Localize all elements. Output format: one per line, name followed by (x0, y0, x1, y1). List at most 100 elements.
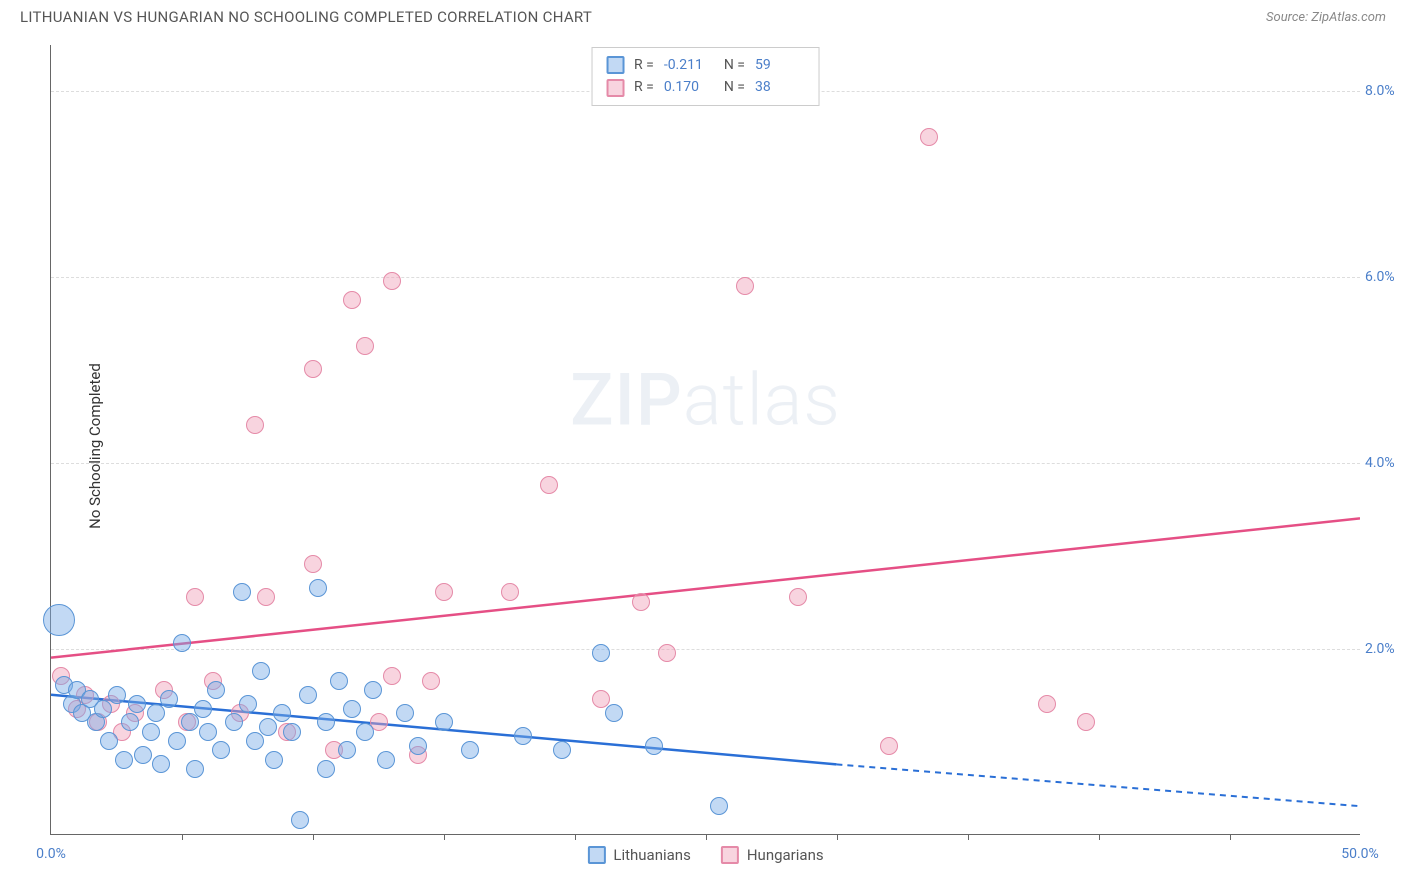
data-point-lithuanians (283, 723, 301, 741)
x-tick-mark (837, 834, 838, 840)
data-point-lithuanians (108, 686, 126, 704)
data-point-lithuanians (207, 681, 225, 699)
y-tick-label: 8.0% (1365, 83, 1406, 99)
data-point-lithuanians (173, 634, 191, 652)
data-point-lithuanians (710, 797, 728, 815)
stats-row-hungarians: R = 0.170 N = 38 (606, 76, 805, 98)
data-point-lithuanians (115, 751, 133, 769)
data-point-lithuanians (299, 686, 317, 704)
data-point-lithuanians (317, 713, 335, 731)
data-point-hungarians (880, 737, 898, 755)
data-point-lithuanians (239, 695, 257, 713)
x-tick-mark (1099, 834, 1100, 840)
data-point-lithuanians (317, 760, 335, 778)
data-point-lithuanians (212, 741, 230, 759)
data-point-lithuanians (246, 732, 264, 750)
swatch-lithuanians (587, 846, 605, 864)
data-point-lithuanians (553, 741, 571, 759)
x-tick-mark (575, 834, 576, 840)
trend-line-lithuanians-extrapolated (836, 764, 1360, 806)
x-tick-mark (182, 834, 183, 840)
stats-box: R = -0.211 N = 59 R = 0.170 N = 38 (591, 47, 820, 106)
legend: Lithuanians Hungarians (587, 846, 823, 864)
data-point-hungarians (257, 588, 275, 606)
data-point-lithuanians (252, 662, 270, 680)
data-point-lithuanians (134, 746, 152, 764)
y-tick-label: 6.0% (1365, 269, 1406, 285)
data-point-lithuanians (273, 704, 291, 722)
data-point-lithuanians (435, 713, 453, 731)
data-point-lithuanians (409, 737, 427, 755)
data-point-hungarians (632, 593, 650, 611)
legend-item-lithuanians: Lithuanians (587, 846, 690, 864)
data-point-lithuanians (461, 741, 479, 759)
data-point-hungarians (736, 277, 754, 295)
x-axis-min-label: 0.0% (36, 846, 66, 862)
data-point-hungarians (383, 272, 401, 290)
x-tick-mark (706, 834, 707, 840)
data-point-lithuanians (514, 727, 532, 745)
source-label: Source: ZipAtlas.com (1266, 10, 1386, 25)
x-tick-mark (1230, 834, 1231, 840)
gridline (51, 277, 1360, 278)
data-point-hungarians (920, 128, 938, 146)
data-point-lithuanians (309, 579, 327, 597)
data-point-hungarians (1038, 695, 1056, 713)
data-point-lithuanians (121, 713, 139, 731)
data-point-lithuanians (233, 583, 251, 601)
chart-title: LITHUANIAN VS HUNGARIAN NO SCHOOLING COM… (20, 8, 592, 26)
data-point-hungarians (383, 667, 401, 685)
data-point-hungarians (1077, 713, 1095, 731)
data-point-lithuanians (168, 732, 186, 750)
data-point-lithuanians (94, 700, 112, 718)
data-point-lithuanians (356, 723, 374, 741)
swatch-lithuanians (606, 56, 624, 74)
x-tick-mark (444, 834, 445, 840)
data-point-hungarians (304, 360, 322, 378)
data-point-lithuanians (152, 755, 170, 773)
data-point-lithuanians (377, 751, 395, 769)
legend-item-hungarians: Hungarians (721, 846, 824, 864)
data-point-lithuanians (330, 672, 348, 690)
data-point-hungarians (304, 555, 322, 573)
data-point-lithuanians (142, 723, 160, 741)
data-point-lithuanians (194, 700, 212, 718)
data-point-hungarians (501, 583, 519, 601)
data-point-lithuanians (605, 704, 623, 722)
gridline (51, 463, 1360, 464)
data-point-lithuanians (645, 737, 663, 755)
data-point-lithuanians (592, 644, 610, 662)
data-point-lithuanians (338, 741, 356, 759)
gridline (51, 649, 1360, 650)
data-point-lithuanians (364, 681, 382, 699)
data-point-hungarians (356, 337, 374, 355)
data-point-lithuanians (128, 695, 146, 713)
data-point-lithuanians (181, 713, 199, 731)
data-point-lithuanians (291, 811, 309, 829)
data-point-lithuanians (199, 723, 217, 741)
data-point-hungarians (422, 672, 440, 690)
data-point-hungarians (246, 416, 264, 434)
x-tick-mark (968, 834, 969, 840)
data-point-hungarians (435, 583, 453, 601)
data-point-lithuanians (43, 604, 75, 636)
x-axis-max-label: 50.0% (1341, 846, 1379, 862)
chart-plot-area: ZIPatlas 2.0%4.0%6.0%8.0% R = -0.211 N =… (50, 45, 1360, 835)
data-point-lithuanians (160, 690, 178, 708)
data-point-lithuanians (100, 732, 118, 750)
swatch-hungarians (721, 846, 739, 864)
data-point-lithuanians (259, 718, 277, 736)
data-point-hungarians (658, 644, 676, 662)
data-point-lithuanians (343, 700, 361, 718)
data-point-lithuanians (265, 751, 283, 769)
data-point-lithuanians (225, 713, 243, 731)
data-point-hungarians (343, 291, 361, 309)
data-point-lithuanians (147, 704, 165, 722)
swatch-hungarians (606, 79, 624, 97)
y-tick-label: 4.0% (1365, 455, 1406, 471)
x-tick-mark (313, 834, 314, 840)
data-point-hungarians (186, 588, 204, 606)
data-point-lithuanians (186, 760, 204, 778)
data-point-lithuanians (396, 704, 414, 722)
stats-row-lithuanians: R = -0.211 N = 59 (606, 54, 805, 76)
